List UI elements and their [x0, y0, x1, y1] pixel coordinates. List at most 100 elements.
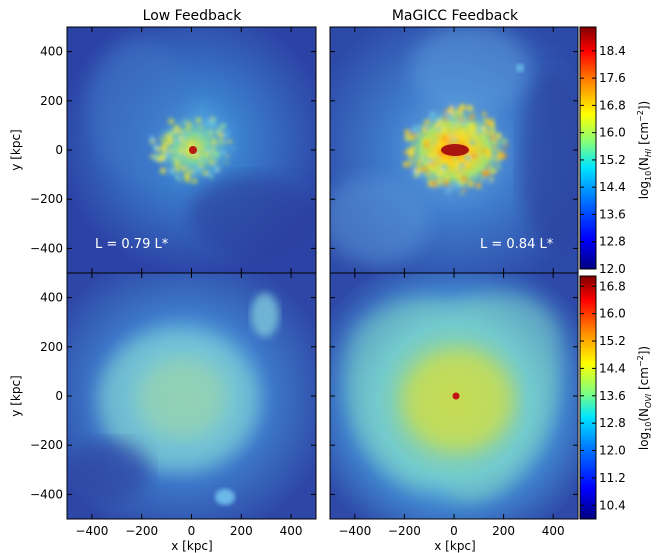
x-tick-label: 400	[280, 524, 303, 538]
colorbar-tick-label: 13.6	[599, 207, 626, 221]
gas-clump	[408, 152, 415, 159]
gas-clump	[454, 163, 459, 168]
panel-bottom-left	[67, 273, 316, 519]
y-axis-label-top: y [kpc]	[9, 129, 23, 170]
x-tick-label: −400	[75, 524, 108, 538]
gas-clump	[208, 158, 213, 163]
gas-clump	[496, 161, 499, 164]
gas-clump	[469, 159, 473, 164]
gas-clump	[458, 130, 465, 137]
gas-clump	[436, 156, 440, 160]
gas-clump	[169, 150, 174, 154]
gas-clump	[469, 139, 475, 146]
gas-clump	[478, 131, 481, 134]
colorbar-tick-label: 16.8	[599, 98, 626, 112]
column-title-low-feedback: Low Feedback	[143, 8, 243, 24]
gas-clump	[416, 160, 422, 166]
gas-clump	[476, 182, 481, 188]
gas-clump	[224, 131, 230, 137]
gas-clump	[211, 147, 215, 152]
colorbar-tick-label: 16.0	[599, 126, 626, 140]
gas-clump	[502, 147, 506, 150]
gas-clump	[441, 164, 448, 171]
y-tick-label: −400	[30, 487, 63, 501]
gas-clump	[175, 174, 180, 179]
gas-clump	[499, 141, 503, 145]
gas-clump	[169, 168, 175, 175]
gas-clump	[408, 166, 412, 169]
gas-clump	[199, 125, 203, 129]
gas-clump	[179, 179, 182, 182]
gas-clump	[203, 170, 209, 176]
x-tick-label: −200	[388, 524, 421, 538]
colorbar-label-hi: log10(NHI [cm−2])	[636, 101, 653, 200]
gas-clump	[179, 136, 184, 141]
gas-clump	[466, 105, 474, 112]
gas-clump	[462, 166, 466, 170]
gas-clump	[445, 133, 448, 137]
gas-clump	[449, 140, 453, 144]
gas-clump	[181, 153, 185, 157]
gas-clump	[415, 174, 419, 178]
gas-clump	[482, 148, 486, 153]
gas-clump	[436, 127, 441, 131]
gas-clump	[468, 181, 474, 188]
colorbar-tick-label: 15.2	[599, 153, 626, 167]
gas-clump	[485, 153, 492, 159]
gas-clump	[440, 126, 447, 133]
gas-clump	[460, 120, 466, 126]
gas-clump	[450, 133, 453, 137]
colorbar-tick-label: 16.8	[599, 279, 626, 293]
gas-clump	[484, 148, 491, 155]
gas-clump	[459, 112, 464, 117]
gas-clump	[430, 166, 436, 171]
x-tick-label: 200	[492, 524, 515, 538]
gas-clump	[160, 154, 166, 160]
gas-clump	[159, 148, 163, 151]
gas-clump	[198, 163, 204, 168]
gas-clump	[204, 151, 210, 157]
gas-clump	[220, 150, 226, 156]
gas-clump	[207, 129, 213, 135]
gas-clump	[468, 122, 475, 130]
gas-clump	[226, 154, 230, 158]
gas-clump	[429, 152, 435, 158]
gas-clump	[409, 135, 415, 142]
gas-clump	[404, 135, 411, 141]
gas-clump	[188, 163, 192, 166]
gas-clump	[426, 171, 431, 176]
gas-clump	[412, 170, 417, 174]
gas-clump	[194, 134, 197, 137]
colorbar-tick-label: 14.4	[599, 180, 626, 194]
gas-clump	[184, 171, 190, 177]
gas-clump	[474, 136, 478, 139]
gas-clump	[174, 161, 181, 168]
y-tick-label: 400	[40, 291, 63, 305]
gas-clump	[186, 121, 192, 127]
gas-clump	[219, 123, 227, 130]
gas-clump	[471, 152, 477, 159]
gas-clump	[495, 132, 502, 139]
gas-clump	[496, 150, 502, 156]
gas-clump	[165, 152, 171, 159]
gas-clump	[459, 162, 465, 168]
gas-clump	[227, 140, 231, 144]
gas-clump	[436, 117, 440, 122]
gas-clump	[490, 139, 496, 145]
gas-clump	[181, 165, 187, 171]
gas-clump	[168, 138, 174, 144]
gas-clump	[450, 187, 454, 190]
gas-clump	[459, 180, 465, 186]
gas-clump	[414, 167, 419, 171]
gas-clump	[220, 147, 223, 149]
gas-clump	[183, 119, 187, 124]
gas-clump	[463, 139, 467, 144]
y-tick-label: 0	[55, 389, 63, 403]
gas-clump	[168, 118, 174, 124]
gas-clump	[449, 105, 453, 109]
gas-clump	[442, 135, 449, 142]
colorbar-tick-label: 12.0	[599, 444, 626, 458]
x-tick-label: 0	[188, 524, 196, 538]
gas-clump	[469, 114, 475, 120]
